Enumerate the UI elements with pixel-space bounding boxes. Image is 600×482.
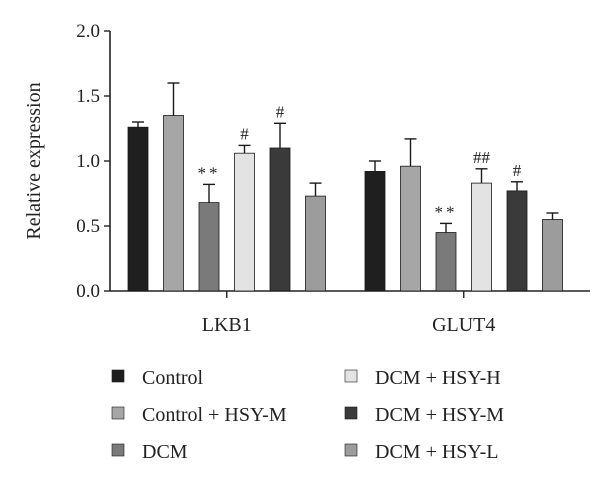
bar [198, 202, 220, 292]
legend: Control DCM + HSY-H Control + HSY-M DCM + H… [111, 367, 504, 463]
bar [305, 195, 326, 292]
x-category-label: GLUT4 [432, 314, 495, 336]
bars [127, 82, 563, 292]
bar [435, 232, 457, 292]
y-tick-label: 0.5 [76, 216, 100, 237]
legend-swatch [111, 369, 125, 383]
y-tick-label: 1.5 [76, 86, 100, 107]
bar [269, 147, 291, 292]
legend-label: DCM [142, 441, 188, 463]
legend-swatch [111, 443, 125, 457]
y-tick-label: 1.0 [76, 151, 100, 172]
legend-label: DCM + HSY-L [375, 441, 499, 463]
legend-swatch [344, 406, 358, 420]
significance-marker: # [276, 102, 285, 121]
y-tick-label: 0.0 [76, 281, 100, 302]
legend-label: DCM + HSY-H [375, 367, 501, 389]
significance-marker: ## [473, 148, 491, 167]
axes: 0.0 0.5 1.0 1.5 2.0 LKB1 GLUT4 [76, 21, 590, 336]
significance-marker: # [240, 124, 249, 143]
bar [234, 152, 255, 292]
bar [471, 182, 492, 292]
bar [163, 115, 184, 292]
significance-marker: ** [435, 202, 458, 221]
legend-label: DCM + HSY-M [375, 404, 504, 426]
bar [127, 126, 149, 292]
y-tick-label: 2.0 [76, 21, 100, 42]
bar [400, 165, 421, 292]
y-axis-title: Relative expression [23, 82, 45, 239]
bar [542, 219, 563, 292]
bar [364, 170, 386, 292]
legend-label: Control [142, 367, 204, 389]
significance-marker: ** [198, 163, 221, 182]
legend-swatch [344, 369, 358, 383]
bar [506, 190, 528, 292]
legend-swatch [111, 406, 125, 420]
legend-swatch [344, 443, 358, 457]
annotations: **##**### [198, 102, 522, 221]
legend-label: Control + HSY-M [142, 404, 287, 426]
x-category-label: LKB1 [202, 314, 252, 336]
significance-marker: # [513, 161, 522, 180]
